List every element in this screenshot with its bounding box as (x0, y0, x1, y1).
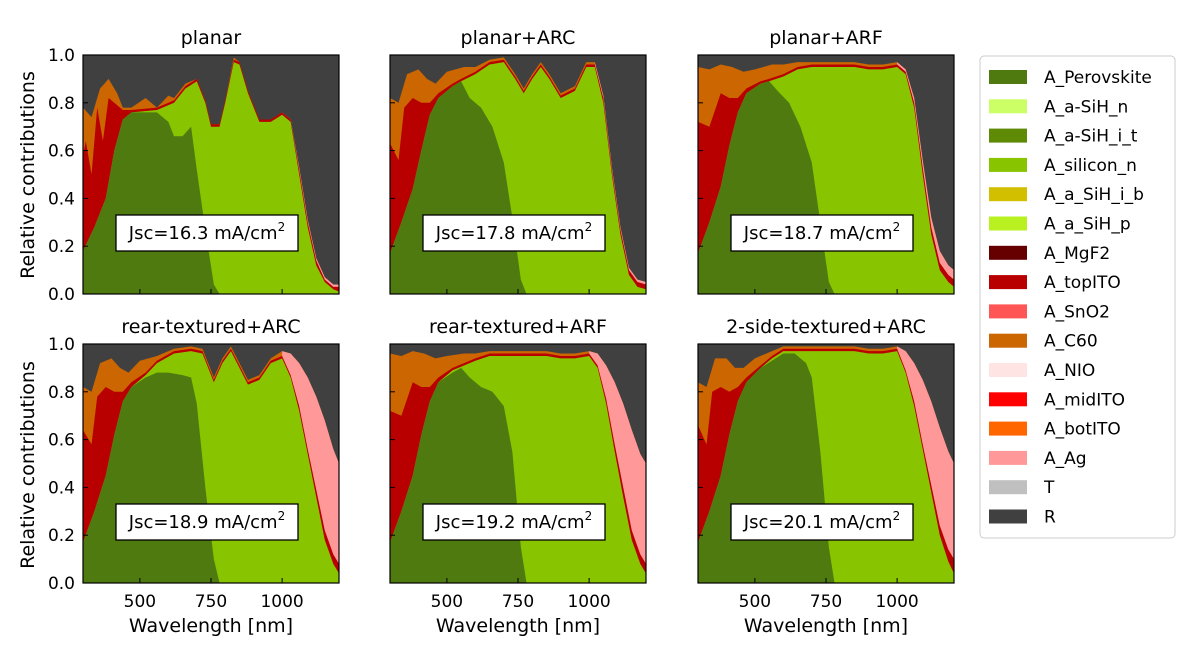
legend-swatch (989, 245, 1027, 260)
legend-label: A_a_SiH_i_b (1044, 185, 1144, 205)
panel: rear-textured+ARC 0.0 0.2 0.4 0.6 0.8 1.0 500 75… (48, 316, 340, 612)
panel: rear-textured+ARF 500 750 1000 Jsc=19.2 mA/c… (389, 316, 647, 612)
legend-label: A_Ag (1044, 449, 1087, 469)
jsc-label: Jsc=17.8 mA/cm2 (435, 220, 592, 244)
jsc-label: Jsc=18.9 mA/cm2 (128, 509, 285, 533)
x-tick-label: 1000 (567, 592, 610, 612)
y-tick-label: 1.0 (48, 335, 75, 355)
legend-label: A_a-SiH_n (1044, 97, 1128, 117)
y-tick-label: 0.4 (48, 189, 75, 209)
legend-swatch (989, 480, 1027, 495)
jsc-box (730, 503, 914, 541)
jsc-label: Jsc=18.7 mA/cm2 (743, 220, 900, 244)
plot-area (390, 344, 646, 583)
jsc-label: Jsc=16.3 mA/cm2 (128, 220, 285, 244)
panel-title: rear-textured+ARF (429, 316, 607, 338)
y-tick-label: 0.6 (48, 142, 75, 162)
legend-label: T (1043, 478, 1055, 498)
legend-label: A_NIO (1044, 361, 1095, 381)
y-tick-label: 0.2 (48, 237, 75, 257)
panel-title: planar+ARF (769, 27, 883, 49)
legend-box (979, 55, 1176, 539)
panel-title: planar (181, 27, 242, 49)
y-tick-label: 0.8 (48, 94, 75, 114)
x-tick-label: 500 (431, 592, 463, 612)
jsc-box (730, 214, 914, 252)
legend-swatch (989, 99, 1027, 114)
x-axis-title-3: Wavelength [nm] (744, 615, 908, 637)
legend-label: A_topITO (1044, 273, 1121, 293)
jsc-box (422, 503, 606, 541)
y-tick-label: 0.0 (48, 574, 75, 594)
x-tick-label: 500 (124, 592, 156, 612)
legend-swatch (989, 333, 1027, 348)
x-tick-label: 750 (502, 592, 534, 612)
panel-title: planar+ARC (461, 27, 576, 49)
legend-label: A_Perovskite (1044, 68, 1152, 88)
panel: planar 0.0 0.2 0.4 0.6 0.8 1.0 Jsc=16.3 mA/cm2 (48, 27, 340, 305)
legend: A_Perovskite A_a-SiH_n A_a-SiH_i_t A_silico… (979, 55, 1176, 539)
legend-swatch (989, 450, 1027, 465)
panel: planar+ARF Jsc=18.7 mA/cm2 (697, 27, 955, 295)
y-tick-label: 0.2 (48, 526, 75, 546)
y-axis-title-bottom: Relative contributions (17, 361, 39, 569)
x-tick-label: 1000 (260, 592, 303, 612)
x-tick-label: 750 (810, 592, 842, 612)
panel: 2-side-textured+ARC 500 750 1000 Jsc=20.1 mA… (697, 316, 955, 612)
legend-swatch (989, 363, 1027, 377)
x-tick-label: 1000 (875, 592, 918, 612)
jsc-box (422, 214, 606, 252)
legend-label: R (1044, 508, 1056, 528)
legend-label: A_a-SiH_i_t (1044, 127, 1138, 147)
legend-swatch (989, 216, 1027, 231)
y-tick-label: 1.0 (48, 46, 75, 66)
legend-label: A_midITO (1044, 390, 1125, 410)
legend-swatch (989, 304, 1027, 319)
legend-label: A_MgF2 (1044, 244, 1110, 264)
legend-swatch (989, 392, 1027, 407)
plot-area (698, 344, 954, 583)
y-axis-title-top: Relative contributions (17, 71, 39, 279)
x-axis-title-1: Wavelength [nm] (129, 615, 293, 637)
jsc-label: Jsc=19.2 mA/cm2 (435, 509, 592, 533)
x-tick-label: 750 (195, 592, 227, 612)
panel-title: rear-textured+ARC (121, 316, 300, 338)
y-tick-label: 0.8 (48, 383, 75, 403)
legend-swatch (989, 509, 1027, 524)
x-axis-title-2: Wavelength [nm] (436, 615, 600, 637)
plot-area (390, 55, 646, 294)
jsc-box (115, 503, 299, 541)
legend-swatch (989, 157, 1027, 172)
panel-title: 2-side-textured+ARC (726, 316, 926, 338)
panel: planar+ARC Jsc=17.8 mA/cm2 (389, 27, 647, 295)
legend-label: A_botITO (1044, 420, 1121, 440)
plot-area (83, 55, 339, 294)
plot-area (83, 344, 339, 583)
x-tick-label: 500 (739, 592, 771, 612)
legend-label: A_C60 (1044, 332, 1098, 352)
legend-label: A_a_SiH_p (1044, 215, 1131, 235)
y-tick-label: 0.6 (48, 431, 75, 451)
plot-area (698, 55, 954, 294)
legend-swatch (989, 128, 1027, 143)
jsc-label: Jsc=20.1 mA/cm2 (743, 509, 900, 533)
legend-swatch (989, 421, 1027, 436)
legend-swatch (989, 187, 1027, 202)
legend-swatch (989, 70, 1027, 84)
legend-label: A_SnO2 (1044, 302, 1110, 322)
y-tick-label: 0.0 (48, 285, 75, 305)
jsc-box (115, 214, 299, 252)
y-tick-label: 0.4 (48, 478, 75, 498)
legend-label: A_silicon_n (1044, 156, 1137, 176)
legend-swatch (989, 275, 1027, 290)
